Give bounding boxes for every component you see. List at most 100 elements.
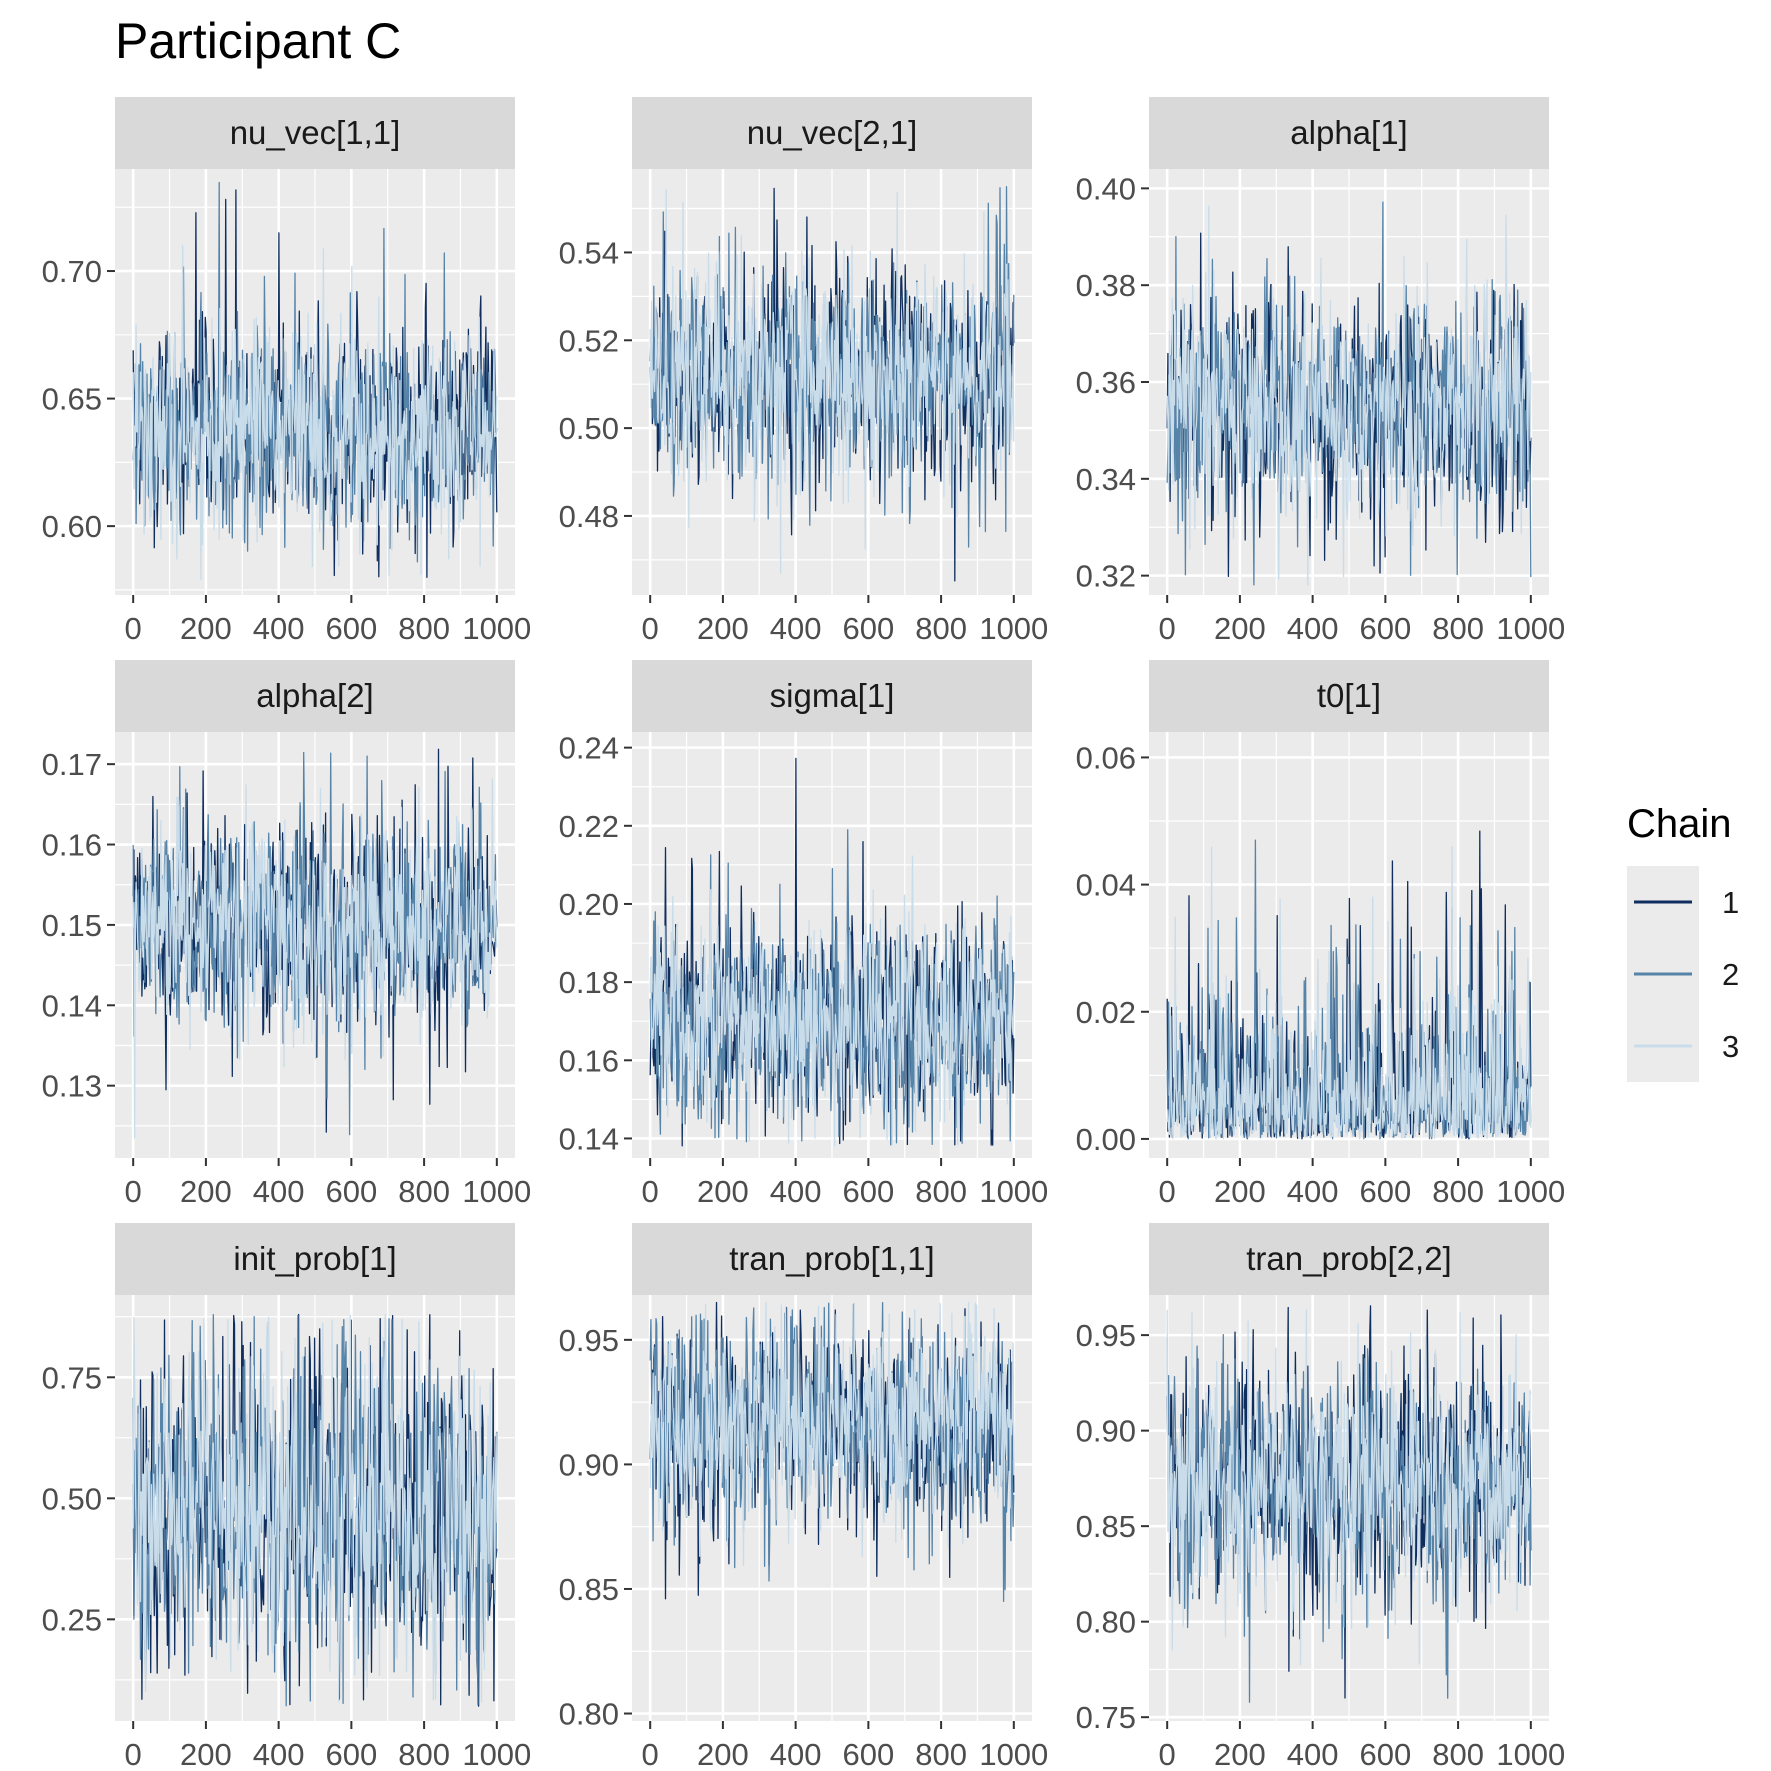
y-tick-label: 0.50 bbox=[559, 411, 619, 446]
chain-3-trace bbox=[132, 245, 498, 580]
strip-label: tran_prob[1,1] bbox=[729, 1240, 934, 1277]
strip-background bbox=[632, 97, 1032, 169]
x-tick-label: 0 bbox=[125, 1174, 142, 1209]
strip-label: init_prob[1] bbox=[233, 1240, 396, 1277]
x-tick-label: 1000 bbox=[979, 1174, 1048, 1209]
x-tick-label: 200 bbox=[180, 611, 232, 646]
y-tick-label: 0.00 bbox=[1076, 1122, 1136, 1157]
y-tick-label: 0.60 bbox=[42, 509, 102, 544]
chain-3-trace bbox=[649, 188, 1015, 574]
panel-3: alpha[1] 0 200 400 600 800 1000 0.32 0.34 0.36 0.3… bbox=[1076, 97, 1565, 646]
x-tick-label: 200 bbox=[697, 1737, 749, 1771]
y-tick-label: 0.15 bbox=[42, 908, 102, 943]
y-tick-label: 0.48 bbox=[559, 499, 619, 534]
strip-label: alpha[1] bbox=[1290, 114, 1407, 151]
panel-6: t0[1] 0 200 400 600 800 1000 0.00 0.02 0.04 0.06 bbox=[1076, 660, 1565, 1209]
x-tick-label: 0 bbox=[642, 611, 659, 646]
strip-label: t0[1] bbox=[1317, 677, 1381, 714]
x-tick-label: 1000 bbox=[1496, 611, 1565, 646]
legend-title: Chain bbox=[1627, 802, 1732, 846]
panel-2: nu_vec[2,1] 0 200 400 600 800 1000 0.48 0.50 0.52… bbox=[559, 97, 1048, 646]
x-tick-label: 400 bbox=[253, 1174, 305, 1209]
strip-background bbox=[1149, 1223, 1549, 1295]
y-tick-label: 0.80 bbox=[1076, 1605, 1136, 1640]
x-tick-label: 200 bbox=[1214, 1174, 1266, 1209]
y-tick-label: 0.32 bbox=[1076, 559, 1136, 594]
x-tick-label: 800 bbox=[915, 1174, 967, 1209]
y-tick-label: 0.04 bbox=[1076, 868, 1136, 903]
x-tick-label: 0 bbox=[1159, 1174, 1176, 1209]
strip-background bbox=[632, 660, 1032, 732]
y-tick-label: 0.65 bbox=[42, 382, 102, 417]
x-tick-label: 200 bbox=[180, 1174, 232, 1209]
y-tick-label: 0.36 bbox=[1076, 365, 1136, 400]
y-tick-label: 0.34 bbox=[1076, 462, 1136, 497]
chain-3-trace bbox=[132, 778, 498, 1139]
y-tick-label: 0.54 bbox=[559, 235, 619, 270]
x-tick-label: 800 bbox=[1432, 1174, 1484, 1209]
x-tick-label: 200 bbox=[1214, 1737, 1266, 1771]
strip-label: nu_vec[2,1] bbox=[747, 114, 918, 151]
x-tick-label: 0 bbox=[125, 1737, 142, 1771]
x-tick-label: 200 bbox=[697, 1174, 749, 1209]
x-tick-label: 600 bbox=[1359, 1174, 1411, 1209]
y-tick-label: 0.14 bbox=[42, 988, 102, 1023]
panel-1: nu_vec[1,1] 0 200 400 600 800 1000 0.60 0.65 0.70 bbox=[42, 97, 531, 646]
x-tick-label: 800 bbox=[915, 611, 967, 646]
y-tick-label: 0.50 bbox=[42, 1481, 102, 1516]
legend-label-2: 2 bbox=[1722, 957, 1739, 992]
x-tick-label: 0 bbox=[125, 611, 142, 646]
strip-background bbox=[1149, 660, 1549, 732]
y-tick-label: 0.02 bbox=[1076, 995, 1136, 1030]
y-tick-label: 0.75 bbox=[1076, 1700, 1136, 1735]
x-tick-label: 0 bbox=[642, 1737, 659, 1771]
y-tick-label: 0.90 bbox=[559, 1447, 619, 1482]
strip-label: sigma[1] bbox=[770, 677, 895, 714]
x-tick-label: 400 bbox=[1287, 1174, 1339, 1209]
y-tick-label: 0.17 bbox=[42, 747, 102, 782]
x-tick-label: 1000 bbox=[462, 1737, 531, 1771]
x-tick-label: 400 bbox=[253, 611, 305, 646]
x-tick-label: 400 bbox=[770, 611, 822, 646]
strip-background bbox=[115, 660, 515, 732]
strip-label: tran_prob[2,2] bbox=[1246, 1240, 1451, 1277]
x-tick-label: 800 bbox=[1432, 611, 1484, 646]
x-tick-label: 0 bbox=[1159, 1737, 1176, 1771]
strip-label: nu_vec[1,1] bbox=[230, 114, 401, 151]
y-tick-label: 0.85 bbox=[559, 1572, 619, 1607]
strip-background bbox=[632, 1223, 1032, 1295]
legend-label-1: 1 bbox=[1722, 885, 1739, 920]
x-tick-label: 0 bbox=[642, 1174, 659, 1209]
y-tick-label: 0.22 bbox=[559, 809, 619, 844]
y-tick-label: 0.95 bbox=[559, 1323, 619, 1358]
chain-3-trace bbox=[1166, 845, 1532, 1140]
x-tick-label: 800 bbox=[398, 1174, 450, 1209]
x-tick-label: 400 bbox=[253, 1737, 305, 1771]
legend: Chain 1 2 3 bbox=[1627, 802, 1739, 1082]
chain-3-trace bbox=[649, 1301, 1015, 1567]
y-tick-label: 0.24 bbox=[559, 731, 619, 766]
panel-7: init_prob[1] 0 200 400 600 800 1000 0.25 0.50 0.7… bbox=[42, 1223, 531, 1771]
y-tick-label: 0.38 bbox=[1076, 268, 1136, 303]
x-tick-label: 200 bbox=[180, 1737, 232, 1771]
x-tick-label: 600 bbox=[325, 1174, 377, 1209]
x-tick-label: 0 bbox=[1159, 611, 1176, 646]
x-tick-label: 400 bbox=[1287, 1737, 1339, 1771]
x-tick-label: 600 bbox=[325, 1737, 377, 1771]
x-tick-label: 600 bbox=[1359, 1737, 1411, 1771]
x-tick-label: 800 bbox=[915, 1737, 967, 1771]
x-tick-label: 600 bbox=[842, 1174, 894, 1209]
y-tick-label: 0.75 bbox=[42, 1360, 102, 1395]
strip-background bbox=[115, 1223, 515, 1295]
chain-3-trace bbox=[1166, 1309, 1532, 1666]
y-tick-label: 0.06 bbox=[1076, 740, 1136, 775]
y-tick-label: 0.95 bbox=[1076, 1318, 1136, 1353]
x-tick-label: 200 bbox=[697, 611, 749, 646]
y-tick-label: 0.16 bbox=[42, 828, 102, 863]
x-tick-label: 1000 bbox=[1496, 1737, 1565, 1771]
x-tick-label: 600 bbox=[842, 611, 894, 646]
x-tick-label: 600 bbox=[842, 1737, 894, 1771]
y-tick-label: 0.85 bbox=[1076, 1509, 1136, 1544]
y-tick-label: 0.18 bbox=[559, 965, 619, 1000]
